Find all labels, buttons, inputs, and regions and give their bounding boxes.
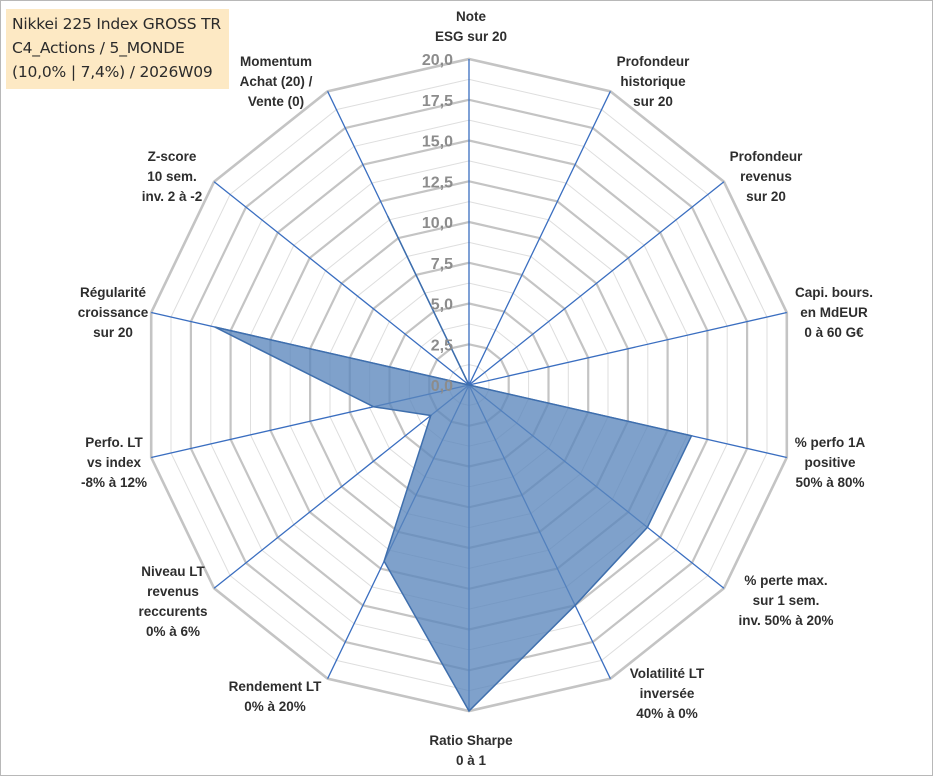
- axis-label-line: sur 1 sem.: [753, 593, 820, 608]
- axis-label-11: Régularité croissance sur 20: [78, 285, 149, 340]
- axis-label-line: en MdEUR: [800, 305, 868, 320]
- radar-tick-labels: 0,0 2,5 5,0 7,5 10,0 12,5 15,0 17,5 20,0: [422, 52, 453, 395]
- axis-label-line: croissance: [78, 305, 149, 320]
- axis-label-line: vs index: [87, 455, 142, 470]
- axis-label-line: Vente (0): [248, 94, 304, 109]
- axis-label-line: Achat (20) /: [240, 74, 313, 89]
- axis-label-line: positive: [804, 455, 856, 470]
- axis-label-line: 40% à 0%: [636, 706, 698, 721]
- axis-label-line: ESG sur 20: [435, 29, 507, 44]
- axis-label-line: Régularité: [80, 285, 147, 300]
- axis-label-line: Niveau LT: [141, 564, 205, 579]
- axis-label-line: Capi. bours.: [795, 285, 873, 300]
- tick-label: 5,0: [431, 297, 453, 314]
- axis-label-line: inv. 2 à -2: [142, 189, 203, 204]
- axis-label-line: % perte max.: [744, 573, 827, 588]
- tick-label: 10,0: [422, 215, 453, 232]
- axis-label-line: Ratio Sharpe: [429, 733, 513, 748]
- axis-label-1: Profondeur historique sur 20: [617, 54, 690, 109]
- title-line-3: (10,0% | 7,4%) / 2026W09: [12, 60, 223, 84]
- axis-label-line: 10 sem.: [147, 169, 197, 184]
- axis-label-line: -8% à 12%: [81, 475, 147, 490]
- tick-label: 20,0: [422, 52, 453, 69]
- tick-label: 0,0: [431, 378, 453, 395]
- tick-label: 12,5: [422, 174, 453, 191]
- axis-label-5: % perte max. sur 1 sem. inv. 50% à 20%: [738, 573, 833, 628]
- axis-label-line: 0% à 20%: [244, 699, 306, 714]
- axis-label-line: 50% à 80%: [795, 475, 864, 490]
- axis-label-2: Profondeur revenus sur 20: [730, 149, 803, 204]
- chart-title-box: Nikkei 225 Index GROSS TR C4_Actions / 5…: [6, 9, 229, 89]
- axis-label-line: sur 20: [633, 94, 673, 109]
- axis-label-10: Perfo. LT vs index -8% à 12%: [81, 435, 147, 490]
- axis-label-line: reccurents: [138, 604, 207, 619]
- axis-label-line: sur 20: [746, 189, 786, 204]
- tick-label: 17,5: [422, 93, 453, 110]
- tick-label: 2,5: [431, 337, 453, 354]
- axis-label-9: Niveau LT revenus reccurents 0% à 6%: [138, 564, 207, 639]
- title-line-1: Nikkei 225 Index GROSS TR: [12, 12, 223, 36]
- axis-label-8: Rendement LT 0% à 20%: [229, 679, 323, 714]
- spoke-axis-1: [469, 91, 610, 385]
- axis-label-line: 0% à 6%: [146, 624, 200, 639]
- axis-label-4: % perfo 1A positive 50% à 80%: [795, 435, 866, 490]
- axis-label-6: Volatilité LT inversée 40% à 0%: [630, 666, 705, 721]
- axis-label-line: Profondeur: [617, 54, 690, 69]
- axis-label-line: revenus: [147, 584, 199, 599]
- tick-label: 15,0: [422, 134, 453, 151]
- title-line-2: C4_Actions / 5_MONDE: [12, 36, 223, 60]
- axis-label-line: historique: [620, 74, 686, 89]
- axis-label-line: Note: [456, 9, 486, 24]
- axis-label-line: Rendement LT: [229, 679, 323, 694]
- tick-label: 7,5: [431, 256, 453, 273]
- axis-label-line: inversée: [640, 686, 695, 701]
- axis-label-0: Note ESG sur 20: [435, 9, 507, 44]
- axis-label-line: Perfo. LT: [85, 435, 143, 450]
- axis-label-line: 0 à 1: [456, 753, 487, 768]
- axis-label-line: Volatilité LT: [630, 666, 705, 681]
- axis-label-7: Ratio Sharpe 0 à 1: [429, 733, 513, 768]
- axis-label-line: Momentum: [240, 54, 312, 69]
- axis-label-line: revenus: [740, 169, 792, 184]
- axis-label-line: Profondeur: [730, 149, 803, 164]
- axis-label-line: % perfo 1A: [795, 435, 866, 450]
- axis-label-3: Capi. bours. en MdEUR 0 à 60 G€: [795, 285, 873, 340]
- axis-label-line: sur 20: [93, 325, 133, 340]
- axis-label-12: Z-score 10 sem. inv. 2 à -2: [142, 149, 203, 204]
- axis-label-13: Momentum Achat (20) / Vente (0): [240, 54, 313, 109]
- axis-label-line: inv. 50% à 20%: [738, 613, 833, 628]
- axis-label-line: Z-score: [148, 149, 197, 164]
- axis-label-line: 0 à 60 G€: [804, 325, 864, 340]
